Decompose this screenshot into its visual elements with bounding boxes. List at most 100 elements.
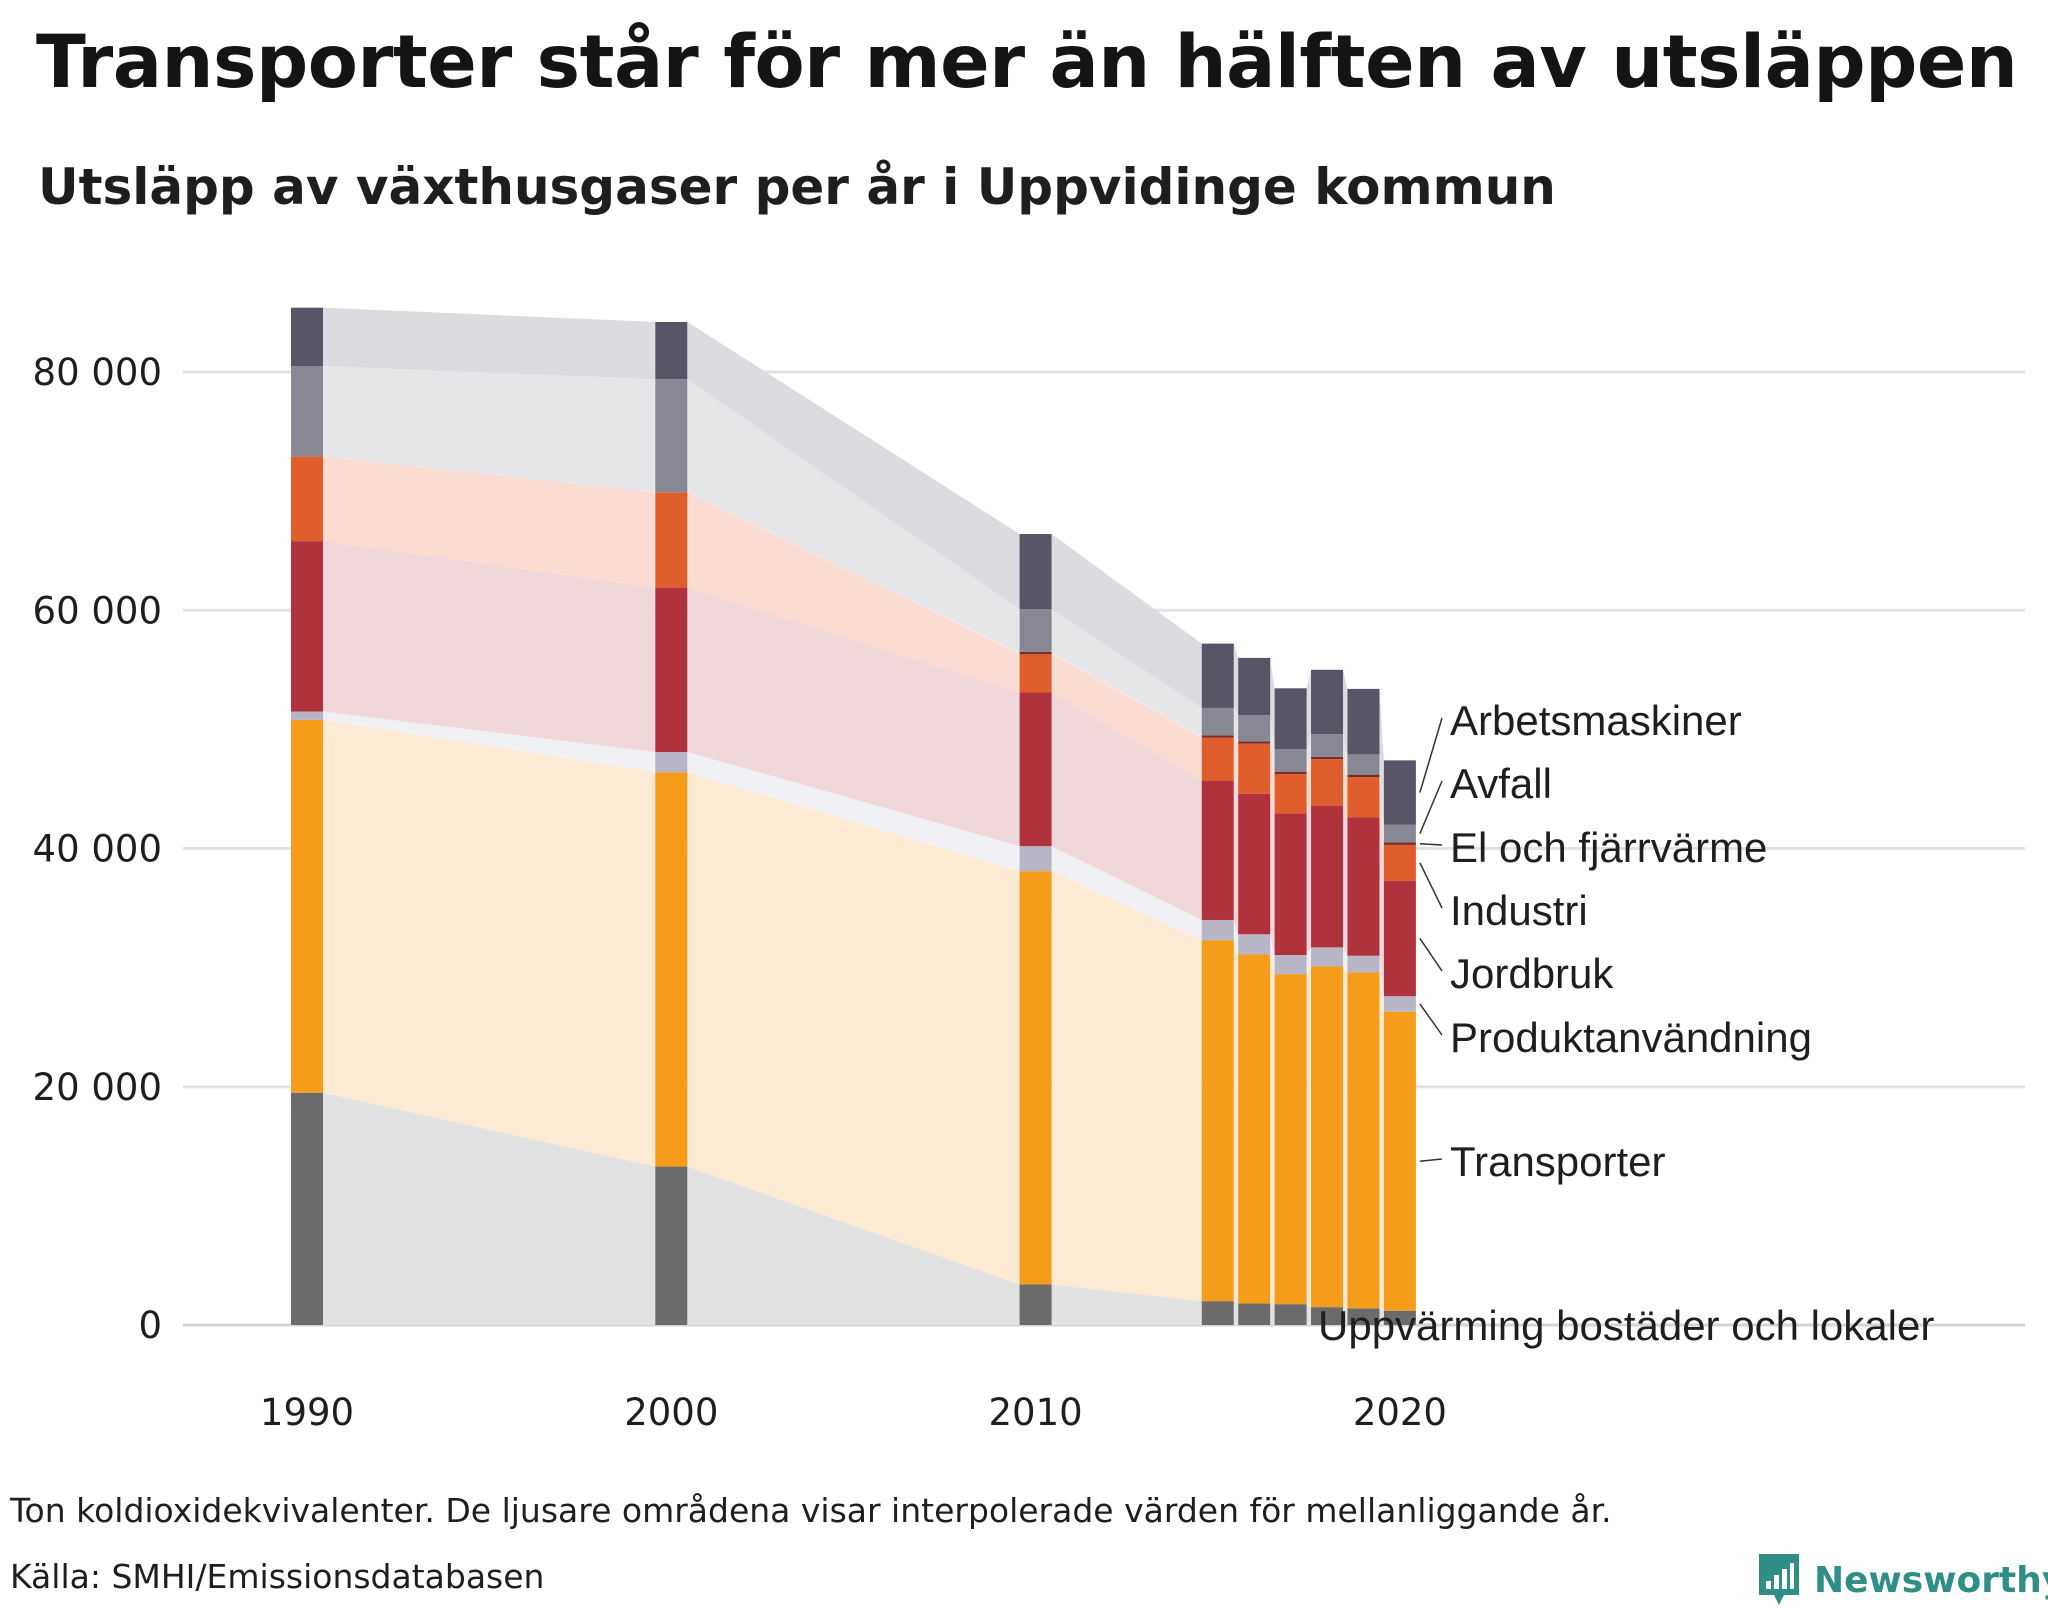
- legend-label: El och fjärrvärme: [1450, 824, 1767, 871]
- bar-segment: [1238, 657, 1271, 716]
- bar-segment: [1311, 756, 1344, 760]
- band-el-och-fjärrvärme: [1306, 756, 1312, 775]
- source-note: Källa: SMHI/Emissionsdatabasen: [10, 1557, 545, 1596]
- band-el-och-fjärrvärme: [1379, 774, 1384, 845]
- bar-segment: [1019, 609, 1052, 652]
- band-avfall: [1343, 734, 1348, 775]
- band-transporter: [323, 719, 656, 1167]
- bar-segment: [1274, 1304, 1307, 1325]
- bar-segment: [1383, 880, 1416, 997]
- band-transporter: [1233, 940, 1239, 1304]
- band-uppvärming-bostäder-och-lokaler: [323, 1092, 656, 1325]
- y-tick-label: 40 000: [33, 828, 162, 871]
- bar-segment: [1201, 643, 1234, 708]
- band-produktanvändning: [1343, 947, 1348, 973]
- y-tick-label: 20 000: [33, 1066, 162, 1109]
- x-tick-label: 2000: [624, 1391, 718, 1434]
- bar-segment: [1019, 1284, 1052, 1325]
- band-industri: [687, 492, 1020, 693]
- band-uppvärming-bostäder-och-lokaler: [1343, 1307, 1348, 1325]
- bar-segment: [1311, 1307, 1344, 1325]
- bar-segment: [1311, 734, 1344, 757]
- bar-segment: [1238, 934, 1271, 955]
- stacked-bar-chart: 0 20 000 40 000 60 000 80 000 1990 2000 2010 202…: [33, 307, 2025, 1434]
- bar-segment: [1019, 846, 1052, 872]
- newsworthy-logo-icon: [1759, 1554, 1799, 1605]
- band-uppvärming-bostäder-och-lokaler: [1270, 1303, 1275, 1325]
- bar-segment: [1019, 534, 1052, 610]
- legend-label: Jordbruk: [1450, 950, 1614, 997]
- band-avfall: [1306, 734, 1312, 772]
- x-tick-label: 2020: [1353, 1391, 1447, 1434]
- bar-segment: [1274, 771, 1307, 775]
- brand-logo: Newsworthy: [1756, 1551, 2048, 1609]
- bar-segment: [291, 719, 323, 1093]
- band-el-och-fjärrvärme: [687, 492, 1020, 655]
- band-jordbruk: [1233, 780, 1239, 935]
- band-arbetsmaskiner: [1270, 657, 1275, 750]
- band-jordbruk: [687, 587, 1020, 847]
- band-produktanvändning: [687, 752, 1020, 872]
- footnote: Ton koldioxidekvivalenter. De ljusare om…: [10, 1491, 1612, 1530]
- bar-segment: [1383, 1310, 1416, 1325]
- leader-line: [1419, 862, 1443, 909]
- band-arbetsmaskiner: [323, 307, 656, 380]
- band-jordbruk: [1343, 805, 1348, 956]
- legend-label: Produktanvändning: [1450, 1014, 1812, 1061]
- bar-segment: [1238, 743, 1271, 794]
- x-tick-label: 2010: [989, 1391, 1083, 1434]
- leader-line: [1419, 717, 1443, 793]
- band-uppvärming-bostäder-och-lokaler: [687, 1166, 1020, 1325]
- bar-segment: [1347, 955, 1380, 973]
- band-jordbruk: [1379, 817, 1384, 997]
- band-jordbruk: [323, 541, 656, 753]
- bar-segment: [1311, 759, 1344, 806]
- band-industri: [1051, 654, 1202, 781]
- band-transporter: [1270, 954, 1275, 1305]
- bar-segment: [1019, 871, 1052, 1285]
- bar-segment: [1274, 749, 1307, 772]
- bar-segment: [1201, 707, 1234, 736]
- bar-segment: [1019, 692, 1052, 847]
- band-avfall: [323, 366, 656, 493]
- bar-segment: [1347, 817, 1380, 956]
- band-uppvärming-bostäder-och-lokaler: [1379, 1308, 1384, 1325]
- bar-segment: [1201, 940, 1234, 1302]
- band-transporter: [1343, 966, 1348, 1309]
- band-transporter: [687, 772, 1020, 1285]
- bar-segment: [655, 492, 688, 588]
- axis-labels: 0 20 000 40 000 60 000 80 000 1990 2000 2010 202…: [33, 351, 1447, 1434]
- legend-label: Avfall: [1450, 760, 1552, 807]
- interpolated-bands: [323, 307, 1384, 1325]
- leader-line: [1419, 1158, 1443, 1162]
- band-avfall: [1379, 754, 1384, 843]
- band-produktanvändning: [1051, 846, 1202, 941]
- bar-segment: [1347, 972, 1380, 1309]
- band-transporter: [1051, 871, 1202, 1302]
- band-produktanvändning: [1379, 955, 1384, 1012]
- bar-segment: [1311, 669, 1344, 735]
- bar-segment: [1238, 741, 1271, 744]
- band-industri: [323, 456, 656, 588]
- band-produktanvändning: [1233, 919, 1239, 955]
- bar-segment: [1347, 688, 1380, 755]
- band-produktanvändning: [323, 711, 656, 773]
- bar-segment: [1383, 996, 1416, 1012]
- band-el-och-fjärrvärme: [1233, 735, 1239, 744]
- band-arbetsmaskiner: [1306, 669, 1312, 750]
- band-transporter: [1306, 966, 1312, 1308]
- bar-segment: [1383, 824, 1416, 843]
- bar-segment: [655, 772, 688, 1167]
- band-industri: [1306, 759, 1312, 814]
- bar-segment: [1274, 974, 1307, 1305]
- bar-segment: [655, 1166, 688, 1325]
- bar-segment: [1201, 735, 1234, 738]
- bar-segment: [1201, 780, 1234, 920]
- band-avfall: [687, 379, 1020, 652]
- leader-line: [1419, 780, 1443, 834]
- bar-segment: [1383, 760, 1416, 825]
- legend-label: Arbetsmaskiner: [1450, 697, 1742, 744]
- bar-segment: [1311, 966, 1344, 1308]
- bar-segment: [1201, 1301, 1234, 1325]
- bar-segment: [1383, 842, 1416, 845]
